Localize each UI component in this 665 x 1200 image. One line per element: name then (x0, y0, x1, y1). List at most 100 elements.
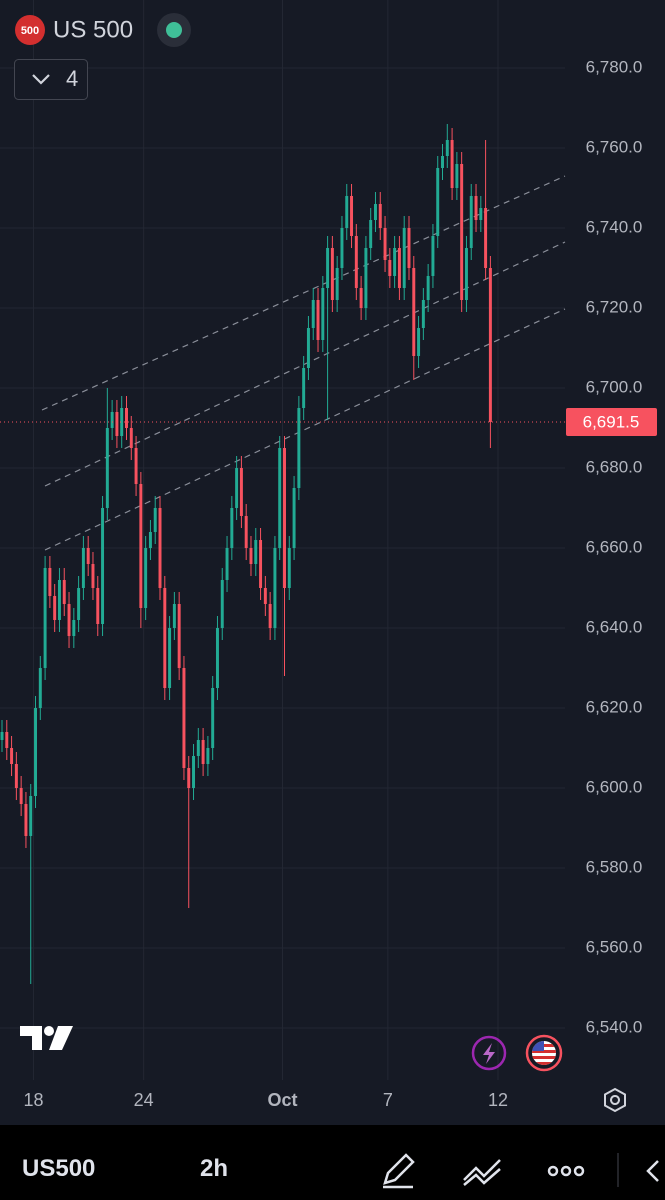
candle-body (172, 604, 176, 628)
candle-body (316, 300, 320, 340)
quick-icons (471, 1034, 563, 1072)
candle-body (120, 408, 124, 436)
candle-body (19, 788, 23, 804)
toolbar-icons (383, 1153, 659, 1189)
candle-body (153, 508, 157, 532)
candle-body (407, 228, 411, 268)
settings-button[interactable] (604, 1087, 626, 1113)
candle-body (450, 140, 454, 188)
chart-title[interactable]: US 500 (53, 16, 133, 43)
candle-body (436, 168, 440, 236)
candle-body (201, 740, 205, 764)
candle-body (354, 236, 358, 288)
candle-body (340, 228, 344, 268)
candle-body (359, 288, 363, 308)
flash-icon (483, 1043, 495, 1064)
collapse-button[interactable] (646, 1160, 659, 1182)
candle-body (393, 248, 397, 276)
candle-body (53, 596, 57, 620)
candle-body (134, 448, 138, 484)
candle-body (364, 248, 368, 308)
last-price-box (566, 408, 657, 436)
candle-body (62, 580, 66, 604)
interval-button[interactable]: 2h (200, 1155, 229, 1182)
candle-body (326, 248, 330, 288)
candle-body (484, 208, 488, 268)
candle-body (445, 140, 449, 156)
indicators-toggle[interactable] (14, 59, 88, 100)
candles (0, 124, 492, 984)
flash-button[interactable] (471, 1035, 507, 1071)
candle-body (77, 588, 81, 620)
header: 500 US 500 4 (14, 13, 191, 100)
candle-body (211, 688, 215, 748)
candle-body (29, 796, 33, 836)
candle-body (110, 412, 114, 428)
candle-body (297, 408, 301, 488)
candle-body (196, 740, 200, 756)
candle-body (278, 448, 282, 548)
candle-body (474, 196, 478, 220)
candle-body (431, 236, 435, 276)
candle-body (220, 580, 224, 628)
tradingview-logo (20, 1026, 73, 1050)
events-button[interactable] (525, 1034, 563, 1072)
symbol-button[interactable]: US500 (22, 1155, 96, 1182)
chevron-icon (32, 74, 50, 85)
candle-body (24, 804, 28, 836)
candle-body (259, 540, 263, 588)
candle-body (455, 164, 459, 188)
more-button[interactable] (547, 1165, 585, 1177)
candle-body (287, 548, 291, 588)
candle-body (96, 588, 100, 624)
candle-body (369, 220, 373, 248)
candle-body (225, 548, 229, 580)
y-tick-label: 6,740.0 (586, 217, 643, 236)
candle-body (115, 412, 119, 436)
candle-body (306, 328, 310, 368)
trend-button[interactable] (463, 1159, 501, 1186)
symbol-badge[interactable] (15, 15, 45, 45)
flag-icon (532, 1041, 556, 1065)
candle-body (378, 204, 382, 228)
x-tick-label: 12 (488, 1090, 508, 1110)
logo-part (44, 1026, 54, 1036)
y-tick-label: 6,600.0 (586, 777, 643, 796)
candle-body (302, 368, 306, 408)
y-tick-label: 6,720.0 (586, 297, 643, 316)
candle-body (72, 620, 76, 636)
y-tick-label: 6,560.0 (586, 937, 643, 956)
candle-body (417, 328, 421, 356)
candle-body (292, 488, 296, 548)
candle-body (168, 628, 172, 688)
candle-body (373, 204, 377, 220)
candle-body (388, 260, 392, 276)
candle-body (345, 196, 349, 228)
candle-body (235, 468, 239, 508)
y-tick-label: 6,540.0 (586, 1017, 643, 1036)
logo-part (20, 1026, 42, 1050)
candle-body (321, 288, 325, 340)
candle-body (283, 448, 286, 588)
y-tick-label: 6,580.0 (586, 857, 643, 876)
draw-button[interactable] (383, 1153, 415, 1189)
candle-body (426, 276, 430, 300)
indicator-count: 4 (66, 66, 78, 91)
x-tick-label: 24 (134, 1090, 154, 1110)
channel-line (44, 241, 566, 487)
candle-body (254, 540, 258, 564)
candle-body (311, 300, 315, 328)
candle-body (402, 228, 406, 288)
channel-lines (41, 175, 566, 551)
candle-body (469, 196, 473, 248)
candle-body (244, 516, 248, 548)
candle-body (38, 668, 42, 708)
grid (0, 0, 565, 1080)
candle-body (273, 548, 277, 628)
candle-body (34, 708, 38, 796)
y-tick-label: 6,620.0 (586, 697, 643, 716)
x-tick-label: Oct (267, 1090, 297, 1110)
x-tick-label: 7 (383, 1090, 393, 1110)
overlay: 6,691.5 (0, 408, 657, 436)
